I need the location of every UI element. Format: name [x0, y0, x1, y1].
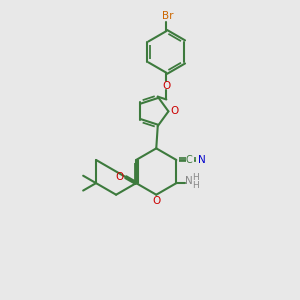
Text: O: O	[152, 196, 160, 206]
Text: H: H	[193, 181, 199, 190]
Text: O: O	[171, 106, 179, 116]
Text: N: N	[198, 155, 206, 165]
Text: H: H	[193, 173, 199, 182]
Text: Br: Br	[162, 11, 173, 21]
Text: O: O	[162, 81, 170, 91]
Text: N: N	[185, 176, 192, 186]
Text: O: O	[115, 172, 123, 182]
Text: C: C	[186, 154, 193, 165]
